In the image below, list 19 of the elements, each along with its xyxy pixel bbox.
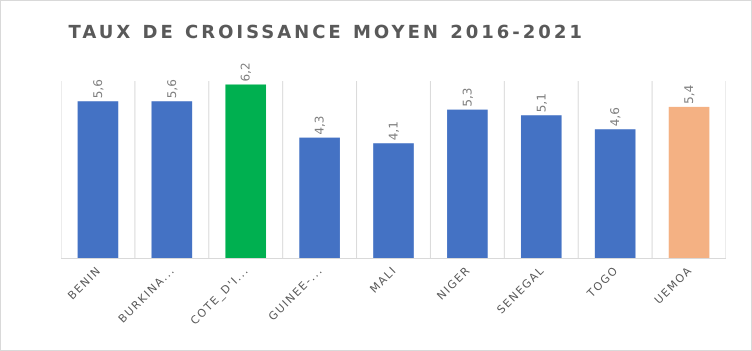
data-label: 4,1 [386, 121, 400, 140]
bar [78, 101, 118, 258]
bar [594, 129, 636, 258]
bar [373, 143, 414, 258]
data-label: 5,6 [90, 79, 105, 98]
bar [520, 115, 562, 258]
data-label: 4,3 [312, 116, 327, 135]
data-label: 5,3 [460, 88, 474, 107]
bar [152, 101, 192, 258]
bar [299, 138, 340, 258]
bar [225, 84, 266, 258]
data-label: 5,1 [534, 93, 548, 112]
data-label: 6,2 [238, 62, 253, 82]
data-label: 5,4 [682, 84, 696, 104]
chart-title: TAUX DE CROISSANCE MOYEN 2016-2021 [68, 22, 585, 44]
data-label: 5,6 [164, 79, 179, 98]
data-label: 4,6 [608, 107, 622, 126]
bar [447, 110, 488, 258]
bar [668, 106, 710, 258]
